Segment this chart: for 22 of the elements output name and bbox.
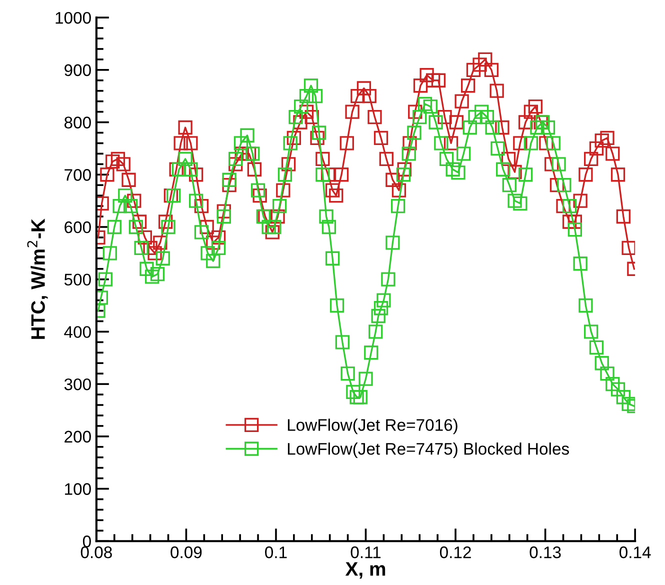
y-tick-label: 800 <box>64 116 91 128</box>
legend-label: LowFlow(Jet Re=7475) Blocked Holes <box>288 442 569 458</box>
y-tick-label: 1000 <box>56 12 91 24</box>
x-axis-title: X, m <box>345 562 386 579</box>
x-tick-label: 0.08 <box>80 546 112 558</box>
x-tick-label: 0.14 <box>620 546 651 558</box>
x-tick-label: 0.13 <box>530 546 561 558</box>
y-axis-title: HTC, W/m$^{2}$-K <box>27 218 48 339</box>
y-tick-label: 700 <box>64 169 91 181</box>
y-tick-label: 0 <box>82 536 91 548</box>
y-tick-label: 400 <box>64 326 91 338</box>
x-tick-label: 0.09 <box>170 546 202 558</box>
x-tick-label: 0.12 <box>440 546 471 558</box>
y-tick-label: 600 <box>64 221 91 234</box>
y-tick-label: 500 <box>64 274 91 286</box>
y-tick-label: 300 <box>64 378 91 390</box>
x-tick-label: 0.1 <box>265 546 287 558</box>
y-tick-label: 900 <box>64 64 91 76</box>
y-tick-label: 200 <box>64 430 91 443</box>
y-tick-label: 100 <box>65 483 91 495</box>
legend-label: LowFlow(Jet Re=7016) <box>288 418 458 434</box>
x-tick-label: 0.11 <box>350 546 381 558</box>
